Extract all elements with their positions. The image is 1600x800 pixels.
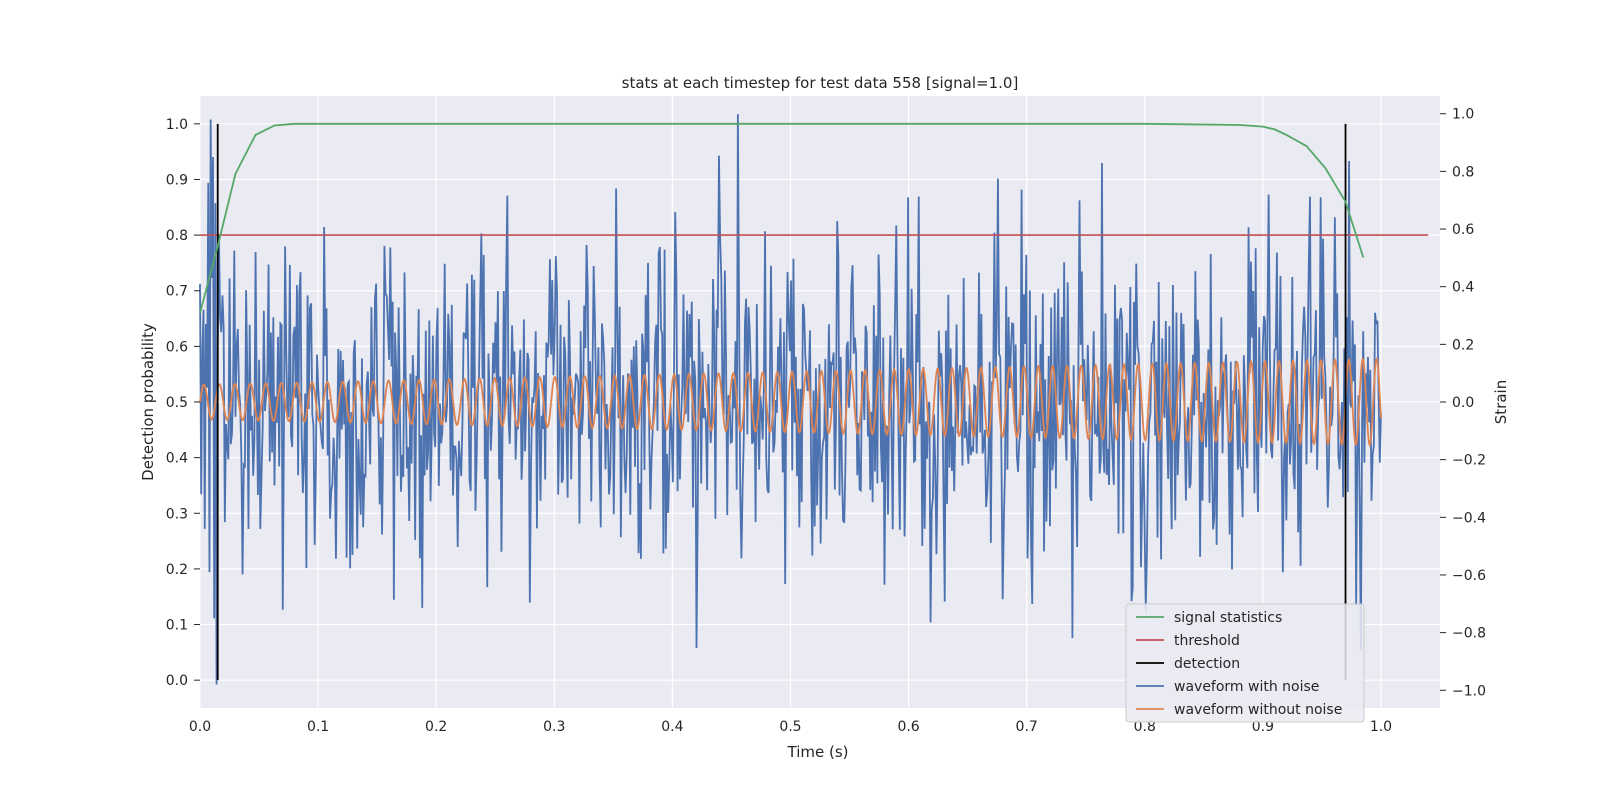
x-tick-label: 0.7	[1016, 719, 1038, 735]
x-tick-label: 1.0	[1370, 719, 1392, 735]
x-tick-label: 0.2	[425, 719, 447, 735]
x-axis-label: Time (s)	[787, 743, 849, 761]
x-tick-label: 0.4	[661, 719, 683, 735]
y-tick-label-right: −0.8	[1452, 626, 1486, 642]
y-tick-label-right: 0.8	[1452, 164, 1474, 180]
y-tick-label-right: −0.2	[1452, 453, 1486, 469]
legend-label: waveform with noise	[1174, 679, 1319, 695]
y-tick-label-left: 0.9	[166, 172, 188, 188]
legend-label: threshold	[1174, 633, 1240, 649]
y-tick-label-right: −1.0	[1452, 683, 1486, 699]
series-layer	[199, 114, 1429, 685]
y-axis-label-right: Strain	[1492, 380, 1510, 424]
legend-label: detection	[1174, 656, 1240, 672]
series-waveform-without-noise	[199, 357, 1382, 448]
y-tick-label-left: 0.6	[166, 339, 188, 355]
x-tick-label: 0.9	[1252, 719, 1274, 735]
y-tick-label-left: 0.7	[166, 284, 188, 300]
y-tick-label-right: 1.0	[1452, 107, 1474, 123]
legend-label: signal statistics	[1174, 610, 1282, 626]
x-tick-label: 0.6	[897, 719, 919, 735]
x-tick-label: 0.5	[779, 719, 801, 735]
y-tick-label-left: 0.1	[166, 618, 188, 634]
y-tick-label-left: 0.8	[166, 228, 188, 244]
y-tick-label-left: 0.5	[166, 395, 188, 411]
ticks: 0.0 0.1 0.2 0.3 0.4 0.5 0.6 0.7 0.8 0.9 1.0 0.0 0.1 0…	[166, 107, 1486, 735]
y-tick-label-right: 0.6	[1452, 222, 1474, 238]
x-tick-label: 0.0	[189, 719, 211, 735]
legend-label: waveform without noise	[1174, 702, 1342, 718]
legend: signal statistics threshold detection wavef…	[1125, 603, 1365, 723]
x-tick-label: 0.1	[307, 719, 329, 735]
x-tick-label: 0.8	[1134, 719, 1156, 735]
legend-box	[1125, 603, 1365, 723]
y-tick-label-right: 0.0	[1452, 395, 1474, 411]
y-tick-label-left: 0.4	[166, 451, 188, 467]
x-tick-label: 0.3	[543, 719, 565, 735]
y-tick-label-left: 0.2	[166, 562, 188, 578]
y-tick-label-right: −0.6	[1452, 568, 1486, 584]
y-tick-label-left: 0.3	[166, 506, 188, 522]
chart-title: stats at each timestep for test data 558…	[622, 74, 1019, 92]
series-signal-statistics	[199, 122, 1365, 314]
y-tick-label-right: 0.2	[1452, 337, 1474, 353]
y-tick-label-right: 0.4	[1452, 280, 1474, 296]
y-tick-label-left: 0.0	[166, 673, 188, 689]
y-tick-label-right: −0.4	[1452, 510, 1486, 526]
y-axis-label-left: Detection probability	[139, 323, 157, 481]
y-tick-label-left: 1.0	[166, 117, 188, 133]
